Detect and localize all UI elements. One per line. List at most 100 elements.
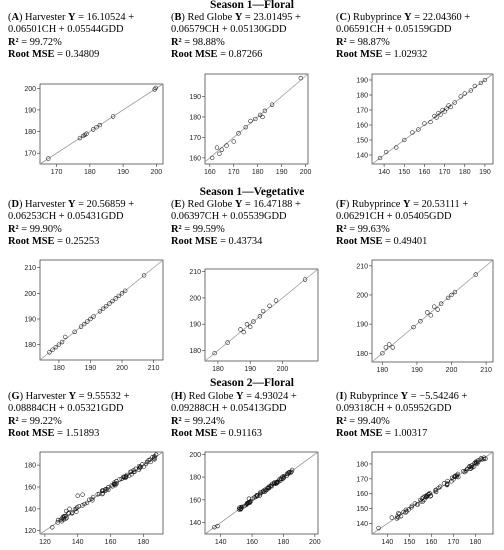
data-point <box>90 494 96 500</box>
data-point <box>465 466 470 472</box>
data-point <box>475 459 481 465</box>
data-point <box>82 501 87 507</box>
data-point <box>422 494 427 499</box>
data-point <box>425 493 430 499</box>
panel-h: (H) Red Globe Y = 4.93024 + 0.09288CH + … <box>171 391 336 441</box>
y-tick-label: 180 <box>189 475 201 482</box>
x-tick-label: 180 <box>470 539 482 546</box>
data-point <box>273 298 279 303</box>
data-point <box>394 516 400 521</box>
data-point <box>78 324 84 329</box>
data-point <box>124 474 129 479</box>
x-tick-label: 210 <box>148 365 160 372</box>
data-point <box>390 345 395 350</box>
data-point <box>442 109 447 114</box>
y-tick-label: 140 <box>356 153 368 160</box>
data-point <box>113 481 118 486</box>
y-tick-label: 170 <box>189 135 201 142</box>
data-point <box>112 482 117 487</box>
data-point <box>150 455 155 460</box>
y-tick-label: 190 <box>356 322 368 329</box>
panel-a: (A) Harvester Y = 16.10524 + 0.06501CH +… <box>8 12 173 62</box>
equation-g: (G) Harvester Y = 9.55532 + 0.08884CH + … <box>8 391 130 415</box>
panel-i: (I) Rubyprince Y = −5.54246 + 0.09318CH … <box>336 391 501 441</box>
data-point <box>84 131 89 136</box>
plot-frame <box>204 73 309 165</box>
data-point <box>212 350 217 356</box>
x-tick-label: 150 <box>398 169 410 176</box>
data-point <box>289 469 294 474</box>
data-point <box>478 456 484 461</box>
data-point <box>231 139 236 144</box>
data-point <box>474 459 479 464</box>
data-point <box>404 509 409 514</box>
data-point <box>116 293 122 299</box>
x-tick-label: 120 <box>39 539 51 546</box>
data-point <box>84 500 90 506</box>
data-point <box>394 145 399 150</box>
panel-b: (B) Red Globe Y = 23.01495 + 0.06579CH +… <box>171 12 336 62</box>
data-point <box>383 345 389 350</box>
data-point <box>55 520 60 525</box>
data-point <box>298 75 303 81</box>
y-tick-label: 140 <box>189 520 201 527</box>
data-point <box>46 156 51 161</box>
data-point <box>432 304 437 309</box>
data-point <box>462 91 467 96</box>
data-point <box>50 347 55 352</box>
data-point <box>389 515 394 520</box>
x-tick-label: 200 <box>116 365 128 372</box>
plot-frame <box>371 73 494 165</box>
data-point <box>425 310 430 315</box>
equation-d: (D) Harvester Y = 20.56859 + 0.06253CH +… <box>8 199 135 223</box>
rmse-b: Root MSE = 0.87266 <box>171 49 263 61</box>
y-tick-label: 190 <box>189 322 201 329</box>
scatter-plot-i: 140 150 160 170 180 140 150 160 170 180 <box>356 451 494 546</box>
data-point <box>77 135 83 141</box>
x-tick-label: 190 <box>117 169 129 176</box>
y-tick-label: 170 <box>24 151 36 158</box>
data-point <box>50 525 55 530</box>
data-point <box>461 469 466 474</box>
data-point <box>464 467 470 472</box>
data-point <box>114 479 119 484</box>
data-point <box>109 483 114 488</box>
data-point <box>435 307 440 312</box>
data-point <box>73 506 79 511</box>
data-point <box>380 351 385 356</box>
x-tick-label: 180 <box>84 169 96 176</box>
fit-line <box>371 73 494 165</box>
data-point <box>131 467 136 473</box>
x-tick-label: 190 <box>276 169 288 176</box>
x-tick-label: 190 <box>479 169 491 176</box>
data-point <box>238 507 243 512</box>
data-point <box>468 88 473 93</box>
equation-a: (A) Harvester Y = 16.10524 + 0.06501CH +… <box>8 12 135 36</box>
plot-frame <box>371 451 494 535</box>
x-tick-label: 150 <box>404 539 416 546</box>
data-point <box>267 303 272 308</box>
data-point <box>415 502 420 507</box>
data-point <box>76 504 82 509</box>
data-point <box>127 473 132 478</box>
y-tick-label: 180 <box>356 461 368 468</box>
rmse-i: Root MSE = 1.00317 <box>336 428 428 440</box>
data-point <box>91 314 96 319</box>
data-point <box>107 301 112 306</box>
r2-c: R² = 98.87% <box>336 36 390 48</box>
data-point <box>260 114 265 120</box>
section-title-s1-floral: Season 1—Floral <box>209 0 294 11</box>
rmse-a: Root MSE = 0.34809 <box>8 49 100 61</box>
x-tick-label: 180 <box>377 367 389 374</box>
equation-i: (I) Rubyprince Y = −5.54246 + 0.09318CH … <box>336 391 468 415</box>
section-title-s1-vegetative: Season 1—Vegetative <box>199 186 305 198</box>
data-point <box>420 499 426 504</box>
x-tick-label: 190 <box>411 367 423 374</box>
plot-frame <box>39 451 164 535</box>
y-tick-label: 210 <box>24 265 36 272</box>
data-point <box>74 509 79 514</box>
data-point <box>224 143 229 148</box>
x-tick-label: 180 <box>459 169 471 176</box>
data-point <box>217 151 222 156</box>
data-point <box>262 489 267 494</box>
